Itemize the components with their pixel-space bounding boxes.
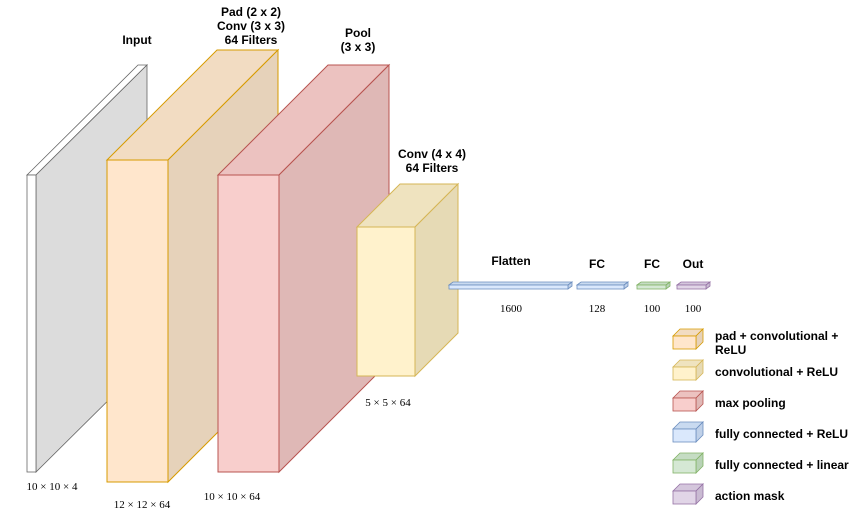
out-layer-bar xyxy=(675,281,712,290)
pad-conv-layer-dims: 12 × 12 × 64 xyxy=(114,499,171,511)
flatten-size: 1600 xyxy=(500,303,523,315)
fc2-size: 100 xyxy=(644,303,661,315)
conv-layer-dims: 5 × 5 × 64 xyxy=(365,397,411,409)
legend-swatch-conv xyxy=(672,359,704,381)
pool-title-line-2: (3 x 3) xyxy=(341,40,376,54)
fc2-layer-bar-top-face xyxy=(635,281,672,286)
flatten-layer-bar-front-face xyxy=(448,284,569,290)
legend-label-2: convolutional + ReLU xyxy=(715,365,838,379)
out-layer-bar-front-face xyxy=(676,284,707,290)
fc1-size: 128 xyxy=(589,303,606,315)
out-title: Out xyxy=(683,257,704,271)
fc2-title: FC xyxy=(644,257,660,271)
legend-swatch-fc-relu xyxy=(672,421,704,443)
legend-swatch-pad-conv xyxy=(672,328,704,350)
flatten-title: Flatten xyxy=(491,254,530,268)
pad-conv-layer-block-front-face xyxy=(106,159,169,483)
fc2-layer-bar xyxy=(635,281,672,290)
legend-label-1-line-2: ReLU xyxy=(715,343,746,357)
legend-swatch-action-mask xyxy=(672,483,704,505)
flatten-layer-bar-top-face xyxy=(447,281,574,286)
fc1-layer-bar-front-face xyxy=(576,284,625,290)
input-layer-block-front-face xyxy=(26,174,37,473)
conv-title-line-1: Conv (4 x 4) xyxy=(398,147,466,161)
legend-label-1-line-1: pad + convolutional + xyxy=(715,329,838,343)
out-layer-bar-top-face xyxy=(675,281,712,286)
fc1-layer-bar-top-face xyxy=(575,281,630,286)
pool-layer-dims: 10 × 10 × 64 xyxy=(204,491,261,503)
fc2-layer-bar-front-face xyxy=(636,284,667,290)
flatten-layer-bar xyxy=(447,281,574,290)
conv-title-line-2: 64 Filters xyxy=(406,161,459,175)
fc1-title: FC xyxy=(589,257,605,271)
input-layer-dims: 10 × 10 × 4 xyxy=(27,481,78,493)
legend-label-6: action mask xyxy=(715,489,785,503)
legend-label-3: max pooling xyxy=(715,396,786,410)
pool-title-line-1: Pool xyxy=(345,26,371,40)
pad-conv-title-line-3: 64 Filters xyxy=(225,33,278,47)
legend: pad + convolutional +ReLU convolutional +… xyxy=(672,328,849,505)
conv-layer-block xyxy=(355,182,460,378)
legend-swatch-fc-linear xyxy=(672,452,704,474)
out-size: 100 xyxy=(685,303,702,315)
conv-layer-block-front-face xyxy=(356,226,416,377)
pad-conv-title-line-2: Conv (3 x 3) xyxy=(217,19,285,33)
fc1-layer-bar xyxy=(575,281,630,290)
legend-swatch-pool xyxy=(672,390,704,412)
legend-label-5: fully connected + linear xyxy=(715,458,849,472)
legend-label-4: fully connected + ReLU xyxy=(715,427,848,441)
pad-conv-title-line-1: Pad (2 x 2) xyxy=(221,5,281,19)
input-layer-title: Input xyxy=(122,33,151,47)
pool-layer-block-front-face xyxy=(217,174,280,473)
